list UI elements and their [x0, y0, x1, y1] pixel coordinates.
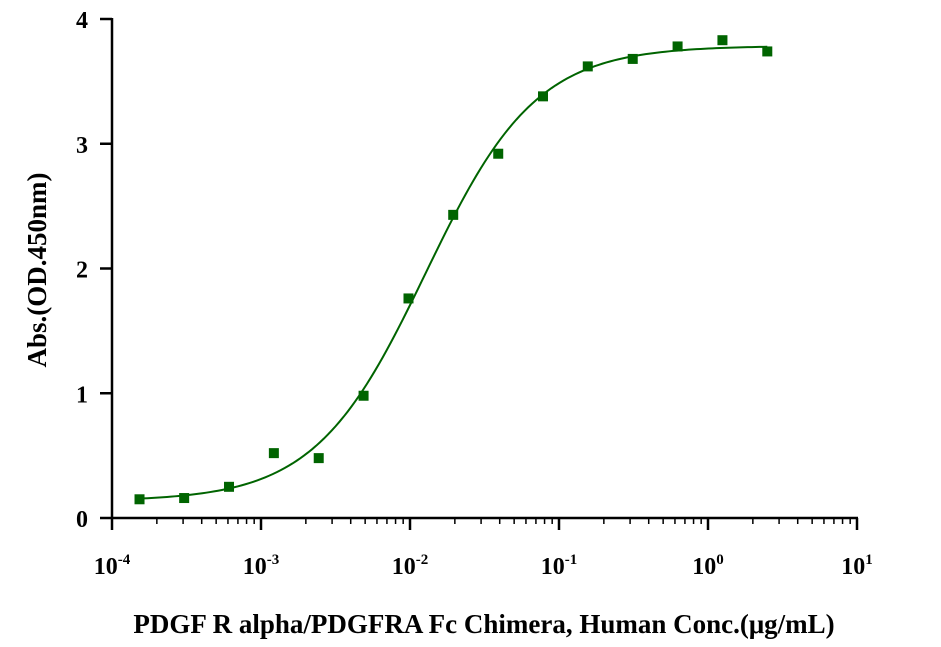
data-point — [582, 61, 593, 72]
data-point — [313, 453, 324, 464]
y-ticks: 0 1 2 3 4 — [76, 8, 112, 533]
data-point — [717, 35, 728, 46]
data-point — [268, 448, 279, 459]
x-axis-title: PDGF R alpha/PDGFRA Fc Chimera, Human Co… — [133, 609, 834, 639]
data-points — [134, 35, 773, 505]
data-point — [134, 494, 145, 505]
data-point — [448, 209, 459, 220]
data-point — [493, 148, 504, 159]
y-tick-label: 3 — [76, 133, 88, 159]
data-point — [179, 493, 190, 504]
data-point — [627, 53, 638, 64]
y-tick-label: 1 — [76, 382, 88, 408]
x-tick-label: 101 — [841, 552, 873, 580]
fit-curve — [139, 45, 768, 500]
y-axis-title: Abs.(OD.450nm) — [22, 172, 52, 367]
data-point — [224, 481, 235, 492]
data-point — [762, 46, 773, 57]
x-tick-label: 10-3 — [243, 552, 280, 580]
x-ticks: 10-4 10-3 10-2 10-1 100 101 — [94, 518, 873, 580]
y-tick-label: 0 — [76, 507, 88, 533]
x-tick-label: 10-2 — [392, 552, 429, 580]
data-point — [358, 390, 369, 401]
y-tick-label: 2 — [76, 258, 88, 284]
axes: 0 1 2 3 4 10-4 10-3 10-2 10-1 100 101 — [76, 8, 873, 580]
x-tick-label: 10-4 — [94, 552, 131, 580]
data-point — [672, 41, 683, 52]
y-tick-label: 4 — [76, 8, 88, 34]
x-tick-label: 100 — [692, 552, 724, 580]
data-point — [403, 293, 414, 304]
data-point — [538, 91, 549, 102]
x-tick-label: 10-1 — [541, 552, 578, 580]
